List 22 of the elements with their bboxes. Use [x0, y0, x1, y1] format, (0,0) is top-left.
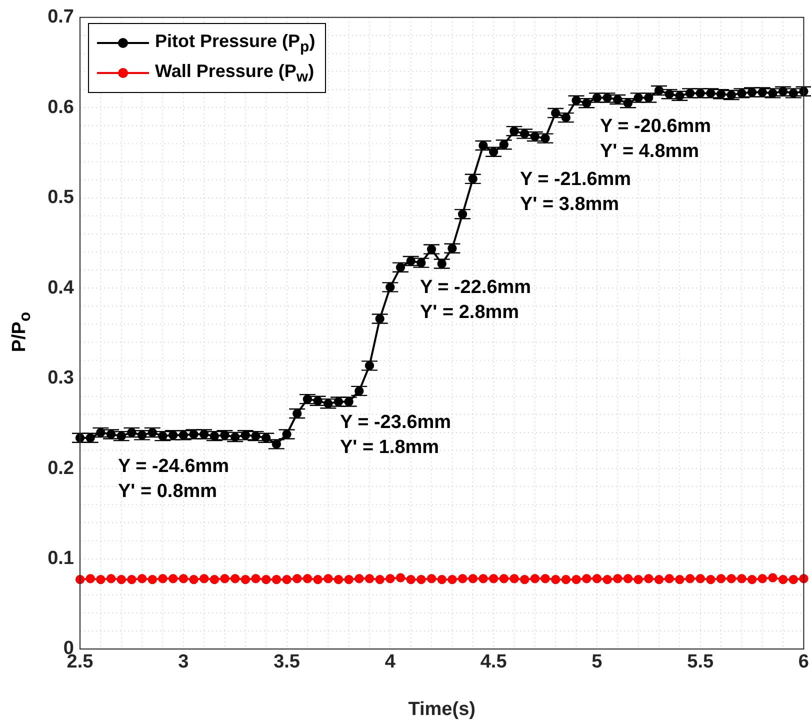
y-tick-label: 0.7 — [48, 6, 74, 28]
legend-label: Pitot Pressure (P$_{p}$) — [155, 30, 316, 56]
y-tick-label: 0.5 — [48, 187, 74, 208]
annotation: Y = -22.6mm Y' = 2.8mm — [420, 277, 532, 324]
x-tick-label: 4 — [384, 652, 396, 673]
y-tick-label: 0.1 — [48, 548, 74, 570]
annotation: Y = -20.6mm Y' = 4.8mm — [600, 116, 712, 162]
y-tick-label: 0.3 — [48, 368, 74, 389]
x-tick-label: 3.5 — [274, 652, 300, 673]
x-axis-title: Time(s) — [408, 698, 476, 720]
y-tick-label: 0.4 — [48, 277, 74, 298]
x-tick-label: 4.5 — [480, 652, 508, 673]
annotation: Y = -23.6mm Y' = 1.8mm — [340, 412, 452, 458]
annotation: Y = -21.6mm Y' = 3.8mm — [520, 169, 632, 216]
x-tick-label: 6 — [798, 652, 810, 673]
legend-label: Wall Pressure (P$_{w}$) — [155, 60, 314, 86]
y-tick-label: 0.2 — [48, 458, 74, 479]
x-tick-label: 5.5 — [687, 652, 714, 673]
x-tick-label: 5 — [592, 652, 603, 673]
y-tick-label: 0.6 — [48, 96, 74, 118]
annotation: Y = -24.6mm Y' = 0.8mm — [118, 456, 230, 502]
x-tick-label: 3 — [178, 652, 189, 673]
